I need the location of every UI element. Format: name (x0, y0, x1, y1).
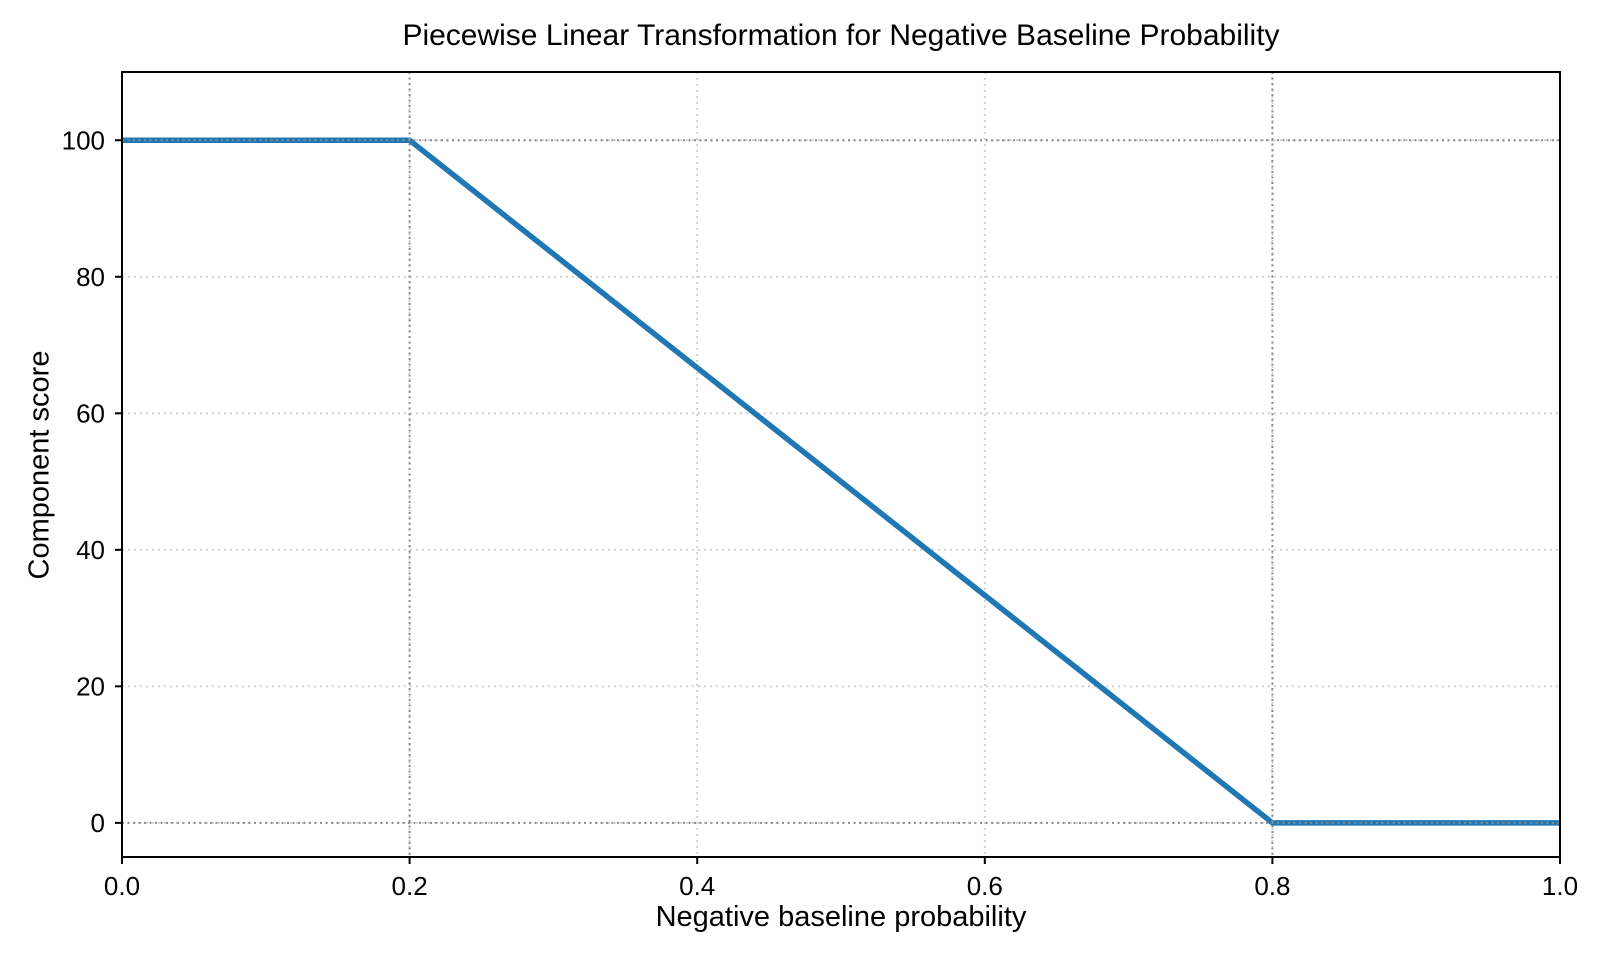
x-tick-label: 0.2 (392, 871, 428, 901)
x-tick-label: 0.6 (967, 871, 1003, 901)
y-tick-label: 80 (76, 262, 105, 292)
series-line (122, 137, 1560, 826)
y-tick-label: 40 (76, 535, 105, 565)
x-axis-label: Negative baseline probability (655, 901, 1027, 933)
x-tick-label: 1.0 (1542, 871, 1578, 901)
plot-border (121, 71, 1561, 858)
y-tick-label: 60 (76, 398, 105, 428)
y-tick-label: 0 (91, 808, 105, 838)
y-tick-label: 100 (62, 125, 105, 155)
y-tick-label: 20 (76, 671, 105, 701)
x-tick-label: 0.8 (1254, 871, 1290, 901)
x-tick-label: 0.0 (104, 871, 140, 901)
chart-title: Piecewise Linear Transformation for Nega… (402, 19, 1280, 52)
x-tick-label: 0.4 (679, 871, 715, 901)
